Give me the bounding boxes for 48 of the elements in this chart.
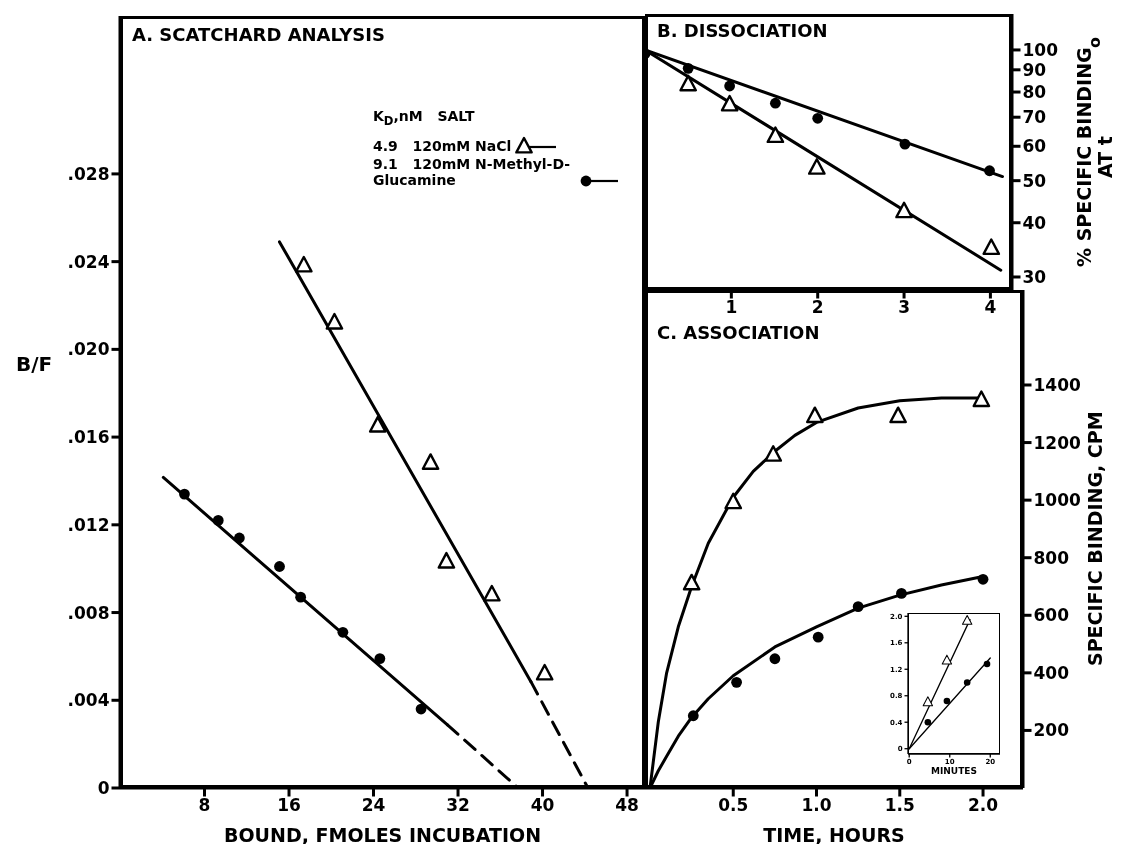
y-tick-label: 70 [1022,107,1047,128]
x-tick-label: 0.5 [718,794,749,815]
x-axis-title: TIME, HOURS [762,824,906,844]
x-tick-label: 4 [984,296,997,317]
x-tick-label: 3 [898,296,910,317]
x-tick-label: 16 [277,794,301,815]
y-tick-label: 400 [1033,662,1070,683]
y-tick-label: 1200 [1033,432,1081,453]
y-tick-label: .020 [67,339,110,360]
y-tick-label: .004 [67,690,110,711]
y-tick-label: 1400 [1033,375,1081,396]
text: A. SCATCHARD ANALYSIS [132,24,385,45]
x-tick-label: 48 [615,794,639,815]
y-tick-label: .012 [67,514,110,535]
y-axis-title: B/F [16,352,53,376]
y-tick-label: 800 [1033,547,1070,568]
x-tick-label: 2.0 [967,794,999,815]
x-tick-label: 40 [530,794,555,815]
y-tick-label: 50 [1022,170,1047,191]
y-tick-label: 80 [1022,82,1047,103]
y-tick-label: 1000 [1033,490,1081,511]
x-tick-label: 1 [725,296,738,317]
text: C. ASSOCIATION [657,322,820,343]
x-tick-label: 2 [811,296,824,317]
y-tick-label: 200 [1033,720,1070,741]
legend-label: 9.1 120mM N-Methyl-D-Glucamine [373,155,572,188]
chart-title: B. DISSOCIATION [657,20,828,41]
y-tick-label: 0 [97,778,110,799]
legend-title: K$_{D}$,nM SALT [373,108,476,128]
y-tick-label: .028 [67,163,110,184]
x-tick-label: 32 [446,794,470,815]
x-tick-label: 1.5 [884,794,915,815]
x-tick-label: 8 [198,794,211,815]
y-tick-label: .016 [67,427,110,448]
legend-label: 4.9 120mM NaCl [373,137,512,154]
x-tick-label: 24 [361,794,386,815]
x-axis-title: BOUND, FMOLES INCUBATION [222,824,543,844]
y-tick-label: .024 [67,251,110,272]
y-axis-title: SPECIFIC BINDING, CPM [1084,410,1106,669]
y-tick-label: .008 [67,602,110,623]
x-tick-label: 1.0 [801,794,832,815]
x-axis-title: MINUTES [930,766,978,776]
y-tick-label: 100 [1022,39,1059,60]
y-tick-label: 60 [1022,136,1047,157]
y-tick-label: 30 [1022,267,1047,288]
y-tick-label: 90 [1022,59,1047,80]
y-tick-label: 600 [1033,605,1070,626]
y-tick-label: 40 [1022,212,1047,233]
